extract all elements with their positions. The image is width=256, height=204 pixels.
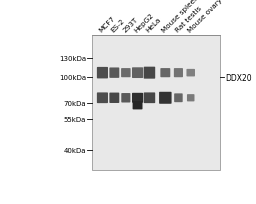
Text: HeLa: HeLa <box>145 17 163 34</box>
Text: MCF7: MCF7 <box>98 16 116 34</box>
FancyBboxPatch shape <box>144 93 155 104</box>
Text: 55kDa: 55kDa <box>63 116 86 122</box>
Text: Mouse ovary: Mouse ovary <box>186 0 223 34</box>
FancyBboxPatch shape <box>97 68 108 79</box>
FancyBboxPatch shape <box>109 68 119 79</box>
Text: 100kDa: 100kDa <box>59 75 86 81</box>
Text: 293T: 293T <box>122 17 139 34</box>
FancyBboxPatch shape <box>133 102 143 110</box>
FancyBboxPatch shape <box>174 69 183 78</box>
Text: HepG2: HepG2 <box>133 12 155 34</box>
Text: 40kDa: 40kDa <box>63 147 86 153</box>
FancyBboxPatch shape <box>97 93 108 104</box>
FancyBboxPatch shape <box>109 93 119 103</box>
FancyBboxPatch shape <box>121 94 130 103</box>
FancyBboxPatch shape <box>121 69 131 78</box>
FancyBboxPatch shape <box>132 93 143 103</box>
FancyBboxPatch shape <box>187 95 195 102</box>
Text: ES-2: ES-2 <box>110 18 126 34</box>
FancyBboxPatch shape <box>160 69 170 78</box>
FancyBboxPatch shape <box>144 67 155 79</box>
Text: 130kDa: 130kDa <box>59 56 86 62</box>
FancyBboxPatch shape <box>159 92 172 104</box>
Text: 70kDa: 70kDa <box>63 100 86 106</box>
FancyBboxPatch shape <box>132 68 143 79</box>
Text: Mouse spleen: Mouse spleen <box>161 0 200 34</box>
FancyBboxPatch shape <box>174 94 183 103</box>
Bar <box>92 35 220 171</box>
FancyBboxPatch shape <box>186 70 195 77</box>
Text: Rat testis: Rat testis <box>174 6 202 34</box>
Text: DDX20: DDX20 <box>225 74 251 82</box>
